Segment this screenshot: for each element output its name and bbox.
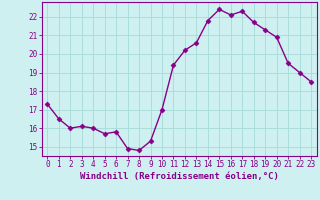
X-axis label: Windchill (Refroidissement éolien,°C): Windchill (Refroidissement éolien,°C) [80, 172, 279, 181]
